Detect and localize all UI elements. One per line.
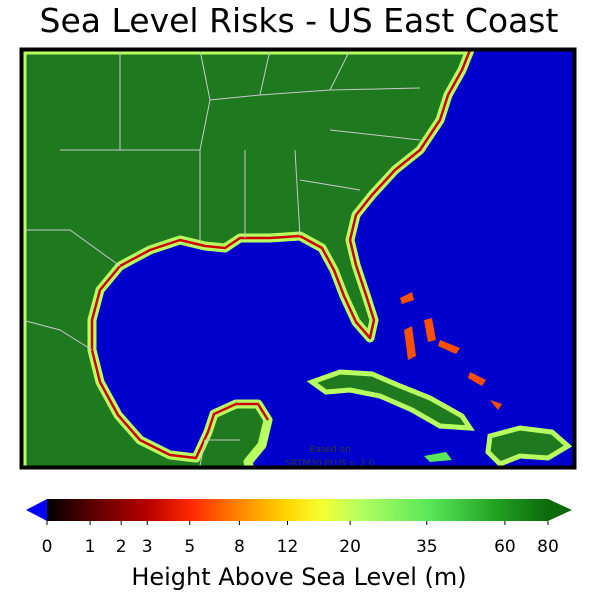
colorbar-bar <box>47 499 548 521</box>
state-borders <box>22 50 421 466</box>
colorbar-tick-label: 5 <box>184 537 195 557</box>
coast-risk <box>90 50 472 460</box>
cuba <box>306 369 475 431</box>
colorbar-tick-label: 80 <box>537 537 559 557</box>
colorbar-tick-label: 3 <box>142 537 153 557</box>
colorbar-tick-label: 20 <box>339 537 361 557</box>
colorbar-over <box>548 499 572 521</box>
colorbar-under <box>26 499 47 521</box>
colorbar-label: Height Above Sea Level (m) <box>131 563 466 591</box>
colorbar-tick-label: 12 <box>277 537 299 557</box>
title: Sea Level Risks - US East Coast <box>40 1 559 40</box>
colorbar-tick-label: 35 <box>416 537 438 557</box>
colorbar-tick-label: 2 <box>116 537 127 557</box>
colorbar: Height Above Sea Level (m) <box>26 499 572 591</box>
colorbar-tick-label: 1 <box>85 537 96 557</box>
map-frame <box>19 47 577 470</box>
colorbar-tick-label: 60 <box>494 537 516 557</box>
hispaniola <box>485 425 573 466</box>
source-note: SRTM30 PLUS v. 2.0 <box>286 459 375 469</box>
jamaica <box>424 452 452 462</box>
map: Based on SRTM30 PLUS v. 2.0 <box>22 50 574 469</box>
colorbar-tick-label: 8 <box>234 537 245 557</box>
colorbar-tick-label: 0 <box>42 537 53 557</box>
source-note: Based on <box>309 445 351 455</box>
bahamas <box>400 292 502 410</box>
